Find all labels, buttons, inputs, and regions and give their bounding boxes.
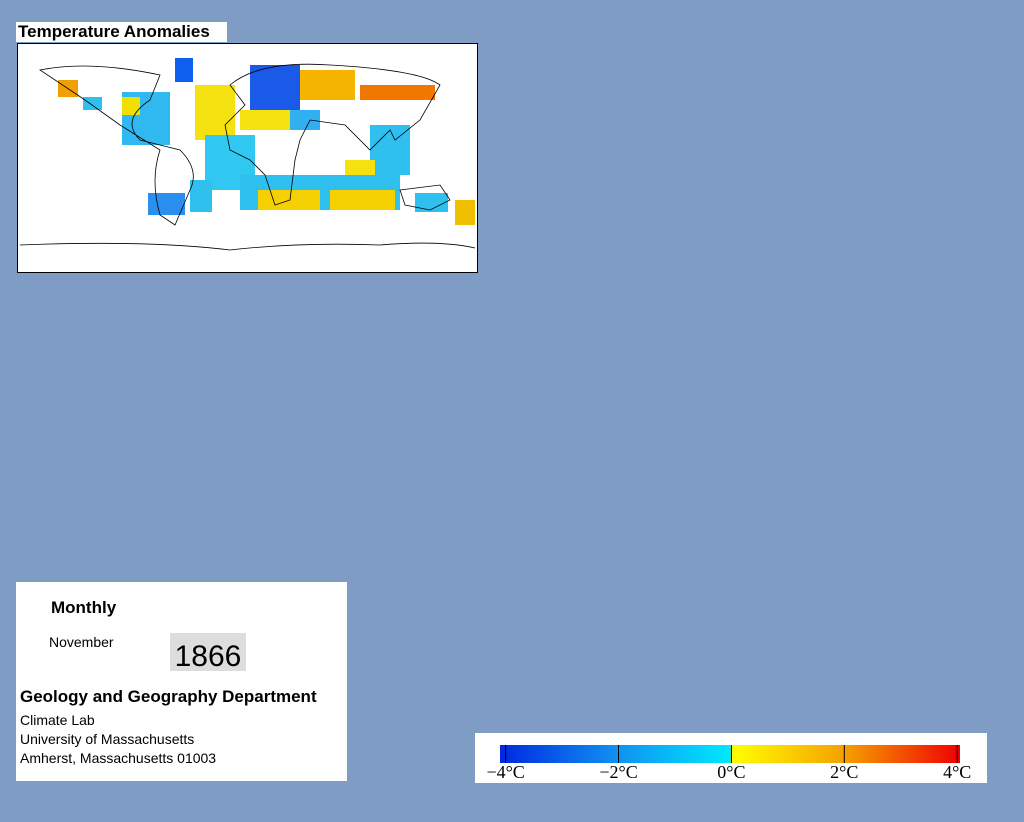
colorbar-gradient xyxy=(500,745,960,763)
colorbar-tick-label: −2°C xyxy=(599,762,637,782)
anomaly-patches xyxy=(58,58,475,225)
info-line: Amherst, Massachusetts 01003 xyxy=(20,750,217,766)
department: Geology and Geography Department xyxy=(20,687,317,706)
colorbar-tick-label: 0°C xyxy=(717,762,745,782)
frequency: Monthly xyxy=(51,598,117,617)
info-line: University of Massachusetts xyxy=(20,731,195,747)
info-line: Climate Lab xyxy=(20,712,95,728)
colorbar-tick-label: −4°C xyxy=(486,762,524,782)
map-title: Temperature Anomalies xyxy=(16,22,227,42)
year: 1866 xyxy=(170,633,246,673)
colorbar: −4°C −2°C 0°C 2°C 4°C xyxy=(475,733,987,783)
anomaly-map xyxy=(17,43,478,273)
colorbar-tick-label: 2°C xyxy=(830,762,858,782)
info-panel: Monthly November 1866 Geology and Geogra… xyxy=(16,582,347,781)
coastlines xyxy=(19,63,476,251)
colorbar-tick-label: 4°C xyxy=(943,762,971,782)
month: November xyxy=(49,634,114,650)
